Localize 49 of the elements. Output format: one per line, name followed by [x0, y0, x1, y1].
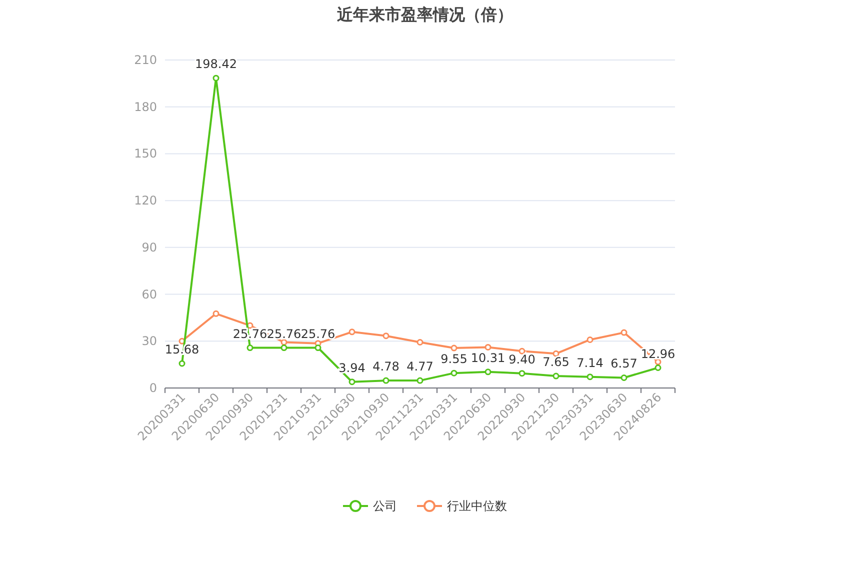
- point: [416, 377, 424, 384]
- point: [382, 332, 390, 340]
- point: [450, 370, 458, 376]
- data-label: 9.40: [508, 352, 536, 366]
- y-tick-label: 210: [134, 53, 157, 67]
- point: [484, 368, 492, 376]
- point: [620, 329, 628, 336]
- point: [246, 344, 254, 352]
- point: [212, 310, 220, 317]
- data-label: 25.76: [300, 326, 336, 341]
- y-tick-label: 150: [134, 146, 157, 161]
- point: [280, 344, 288, 352]
- chart-title: 近年来市盈率情况（倍）: [336, 5, 513, 24]
- data-label: 7.14: [576, 356, 604, 370]
- data-label: 9.55: [440, 352, 468, 366]
- point: [314, 344, 322, 352]
- point: [620, 374, 628, 381]
- point: [586, 374, 594, 380]
- data-label: 198.42: [195, 57, 237, 72]
- point: [382, 377, 390, 384]
- data-label: 3.94: [338, 360, 366, 375]
- point: [552, 350, 560, 357]
- y-tick-label: 30: [142, 334, 157, 348]
- point: [212, 74, 220, 82]
- data-label: 4.77: [406, 360, 434, 374]
- legend-label: 行业中位数: [447, 499, 507, 513]
- point: [178, 360, 186, 367]
- legend-label: 公司: [373, 499, 397, 513]
- point: [654, 364, 662, 372]
- data-label: 7.65: [542, 355, 570, 370]
- point: [552, 372, 560, 380]
- y-tick-label: 120: [134, 194, 157, 208]
- data-label: 4.78: [372, 360, 400, 374]
- y-tick-label: 0: [149, 381, 157, 395]
- point: [484, 344, 492, 350]
- data-label: 25.76: [266, 326, 302, 341]
- point: [450, 344, 458, 352]
- point: [280, 338, 288, 346]
- y-tick-label: 90: [142, 240, 157, 254]
- point: [586, 336, 594, 343]
- data-label: 10.31: [470, 350, 506, 365]
- point: [518, 348, 526, 354]
- point: [416, 338, 424, 346]
- y-tick-label: 60: [142, 287, 157, 302]
- data-label: 6.57: [610, 356, 638, 371]
- point: [348, 378, 356, 386]
- point: [518, 370, 526, 377]
- y-tick-label: 180: [134, 100, 157, 114]
- point: [348, 328, 356, 336]
